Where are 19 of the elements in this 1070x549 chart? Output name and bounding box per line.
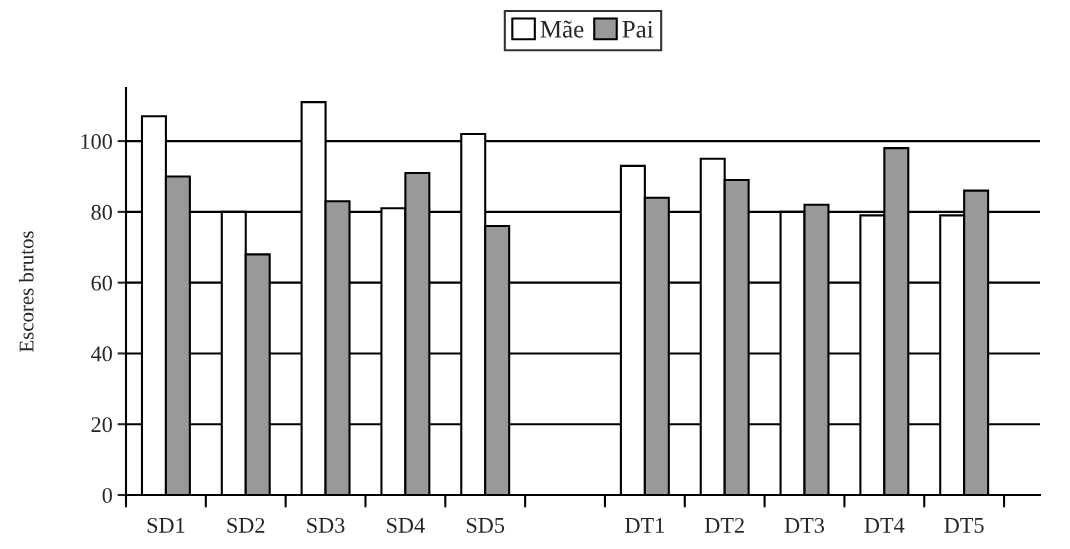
x-tick-label: DT5 — [944, 518, 984, 533]
y-axis-title: Escores brutos — [18, 231, 34, 352]
x-tick-label: DT3 — [784, 517, 825, 533]
y-tick-label: 100 — [81, 134, 112, 150]
y-tick-label: 20 — [91, 417, 112, 433]
y-tick-label: 80 — [91, 204, 112, 220]
x-tick-label: SD3 — [307, 517, 345, 533]
y-tick-label: 60 — [91, 275, 112, 291]
legend-label: Mãe — [540, 20, 584, 38]
y-tick-label: 0 — [102, 487, 112, 503]
x-tick-label: SD1 — [147, 517, 185, 533]
x-tick-label: DT2 — [704, 517, 744, 533]
x-tick-label: SD5 — [466, 517, 505, 533]
x-tick-label: SD2 — [227, 517, 265, 533]
x-tick-label: SD4 — [387, 517, 425, 533]
x-tick-label: DT1 — [625, 517, 664, 533]
y-tick-label: 40 — [91, 346, 112, 362]
legend-label: Pai — [622, 20, 654, 38]
x-tick-label: DT4 — [864, 518, 905, 533]
